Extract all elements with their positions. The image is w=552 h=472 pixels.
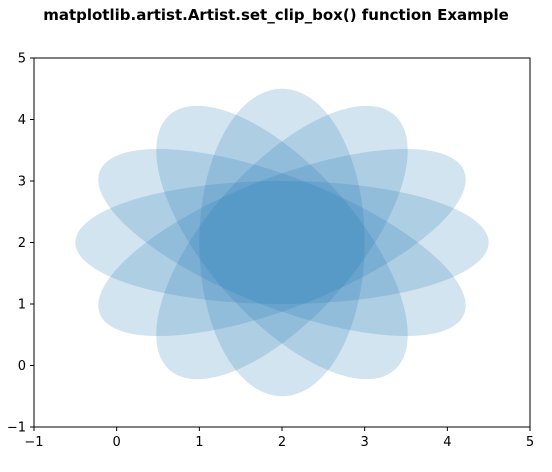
chart-title: matplotlib.artist.Artist.set_clip_box() … xyxy=(43,6,509,24)
ellipses-layer xyxy=(75,88,489,397)
y-tick-label: 1 xyxy=(18,298,26,313)
y-tick-label: 3 xyxy=(18,175,26,190)
x-tick-label: 2 xyxy=(278,435,286,450)
y-tick-label: 5 xyxy=(18,52,26,67)
y-tick-label: 4 xyxy=(18,113,26,128)
x-tick-label: 5 xyxy=(526,435,534,450)
x-tick-label: 0 xyxy=(113,435,121,450)
ellipse-90-deg xyxy=(199,88,365,397)
x-tick-label: 3 xyxy=(361,435,369,450)
y-tick-label: 0 xyxy=(18,359,26,374)
x-tick-label: −1 xyxy=(24,435,43,450)
ellipse-0-deg xyxy=(75,181,489,304)
ellipse-120-deg xyxy=(156,105,408,380)
ellipse-60-deg xyxy=(156,105,408,380)
x-tick-label: 4 xyxy=(443,435,451,450)
ellipse-30-deg xyxy=(98,148,466,337)
y-axis: −1 0 1 2 3 4 5 xyxy=(7,52,34,436)
ellipse-150-deg xyxy=(98,148,466,337)
x-axis: −1 0 1 2 3 4 5 xyxy=(24,427,534,450)
y-tick-label: 2 xyxy=(18,236,26,251)
x-tick-label: 1 xyxy=(195,435,203,450)
y-tick-label: −1 xyxy=(7,421,26,436)
